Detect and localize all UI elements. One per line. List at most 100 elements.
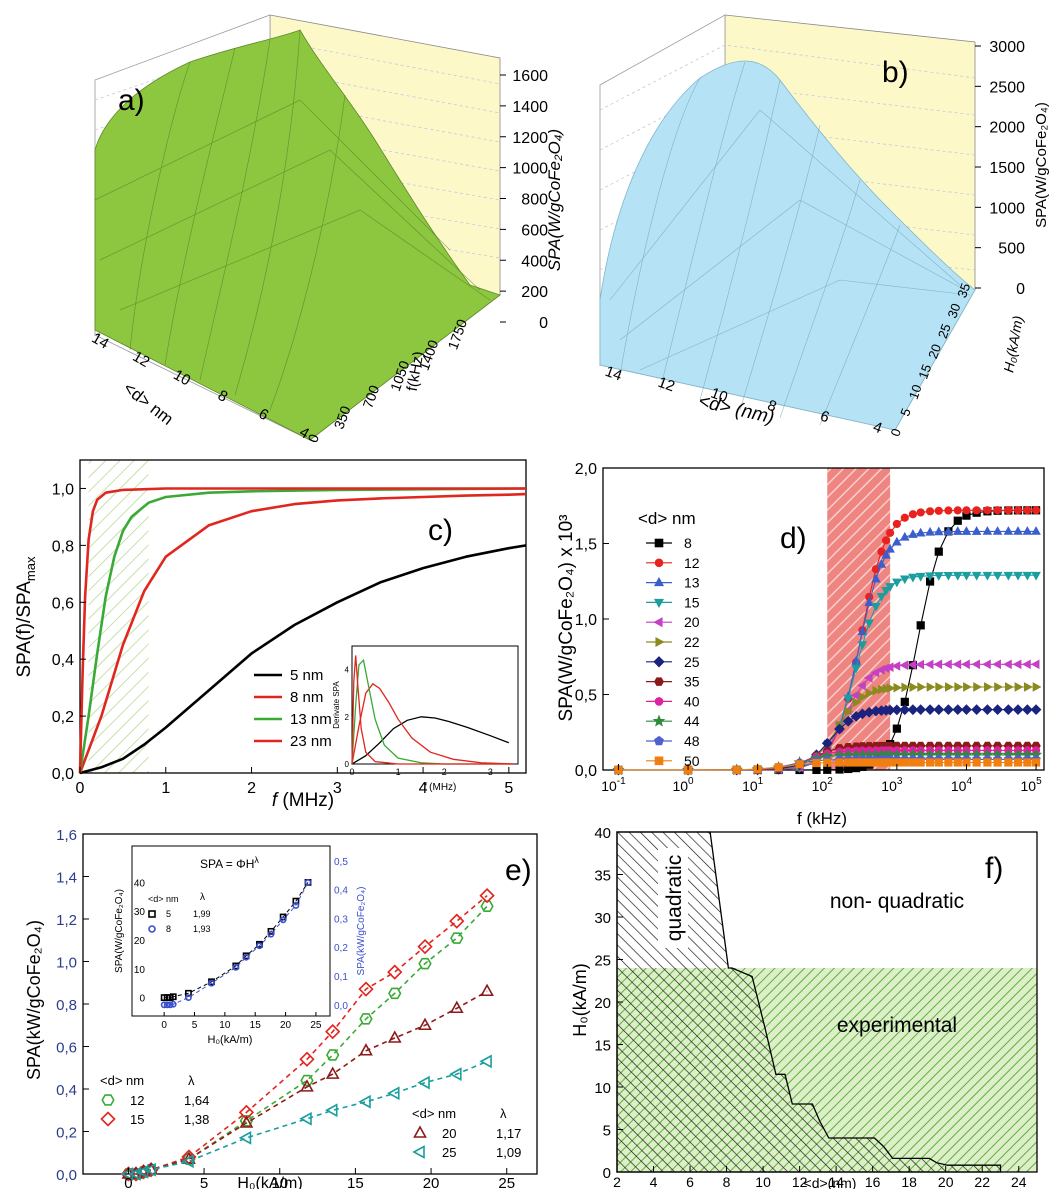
panel-e-legend-marker	[101, 1094, 115, 1106]
panel-d-legend: 8 12 13 15 20 22 25 35 40 44 48 50	[646, 535, 700, 769]
panel-d-data-point	[961, 526, 972, 535]
panel-e-inset-y-tick-label: 30	[134, 907, 146, 918]
panel-d-data-point	[892, 519, 901, 529]
panel-d-data-point	[915, 659, 925, 670]
panel-e-inset-y-tick-label-right: 0,0	[334, 1001, 348, 1012]
panel-a-z-tick-label: 600	[521, 222, 548, 239]
panel-b-y-tick-label: 30	[945, 301, 964, 320]
panel-d-data-point	[1023, 682, 1033, 692]
panel-f-x-tick-label: 14	[828, 1174, 844, 1189]
panel-d-data-point	[992, 526, 1003, 535]
panel-e-fit-line	[128, 990, 488, 1175]
panel-d-data-point	[1013, 571, 1023, 581]
panel-d-data-point	[878, 684, 887, 695]
panel-e-data-point	[359, 1013, 373, 1025]
panel-e-inset-y-tick-label: 10	[134, 965, 146, 976]
panel-d-data-point	[952, 704, 964, 715]
panel-e-data-point	[238, 1131, 252, 1145]
panel-d-x-tick-exponent: -1	[617, 776, 626, 787]
panel-e-legend-header: λ	[188, 1073, 195, 1088]
panel-d-data-point	[961, 704, 972, 715]
panel-e-inset-legend-marker	[148, 910, 156, 918]
panel-d-data-point	[876, 559, 887, 568]
panel-e-data-point	[479, 887, 495, 904]
panel-c-y-ticks: 0,0 0,2 0,4 0,6 0,8 1,0	[52, 481, 86, 783]
panel-e-data-point	[418, 957, 432, 970]
panel-d-data-point	[925, 507, 935, 516]
panel-e-inset-formula: SPA = ΦHλ	[200, 855, 259, 871]
panel-c-inset-line	[351, 655, 514, 765]
panel-b-z-ticks: 0 500 1000 1500 2000 2500 3000	[975, 39, 1025, 298]
panel-c-x-tick-label: 5	[504, 780, 513, 797]
panel-d-data-point	[943, 659, 952, 670]
panel-c-x-tick-label: 4	[419, 780, 428, 797]
panel-c-label: c)	[428, 514, 453, 547]
panel-a-y-tick-label: 350	[331, 404, 354, 432]
panel-e-data-point	[387, 1086, 400, 1101]
panel-e-inset-x-tick-label: 0	[161, 1020, 167, 1031]
panel-a-label: a)	[118, 84, 145, 117]
panel-c-inset-x-label-unit: (MHz)	[426, 782, 456, 793]
panel-d-legend-label: 40	[684, 693, 700, 709]
panel-d-data-point	[1004, 506, 1013, 515]
panel-e-data-point	[181, 1154, 194, 1169]
panel-c-y-label-sub: max	[23, 556, 38, 581]
panel-e-x-tick-label: 0	[124, 1175, 132, 1189]
panel-b-z-tick-label: 500	[998, 241, 1025, 258]
panel-d-legend-label: 20	[684, 614, 700, 630]
panel-d-data-point	[1003, 526, 1014, 535]
panel-e-inset-y-tick-label-right: 0,4	[334, 886, 348, 897]
panel-c-y-tick-label: 0,0	[52, 766, 74, 783]
panel-e-data-point	[417, 938, 433, 955]
panel-d-data-point	[952, 659, 962, 670]
panel-e-data-point	[449, 913, 465, 929]
panel-d-data-point	[953, 516, 962, 525]
panel-f-x-tick-label: 24	[1011, 1174, 1027, 1189]
panel-e-data-point	[358, 981, 374, 997]
panel-c-x-label: f (MHz)	[272, 790, 334, 811]
panel-e-inset-x-tick-label: 20	[280, 1020, 292, 1031]
panel-d-data-point	[915, 704, 927, 716]
panel-e-inset-data-point	[304, 879, 312, 886]
panel-e-data-point	[387, 1030, 402, 1043]
panel-e-legend-label: 20	[442, 1126, 456, 1141]
panel-f-quadratic-label-box: quadratic	[658, 848, 688, 948]
panel-d-data-point	[886, 528, 895, 537]
panel-e-inset-data-point	[232, 963, 240, 971]
panel-e-x-tick-label: 5	[200, 1175, 208, 1189]
panel-e-inset-data-point	[169, 1000, 177, 1008]
panel-a-z-tick-label: 800	[521, 192, 548, 209]
panel-d-data-point	[901, 682, 911, 693]
panel-e-y-tick-label: 1,2	[56, 912, 77, 929]
panel-e-data-point	[120, 1167, 134, 1181]
panel-e-inset-data-point	[169, 993, 177, 1001]
panel-d-data-point	[1030, 659, 1040, 670]
panel-e-inset-legend-value: 1,99	[193, 909, 211, 919]
panel-d-x-tick-exponent: 2	[827, 776, 833, 787]
panel-d-legend-label: 48	[684, 733, 700, 749]
panel-c-inset-y-tick-label: 0	[345, 760, 350, 769]
panel-d-data-point	[1021, 704, 1033, 715]
panel-d-legend-marker	[652, 714, 666, 727]
panel-f-y-tick-label: 25	[594, 953, 611, 970]
panel-e-data-point	[418, 1017, 432, 1031]
panel-e-data-point	[358, 1094, 371, 1109]
panel-d-legend-marker	[653, 617, 663, 628]
panel-d-data-point	[871, 573, 881, 583]
panel-e-legend-value: 1,38	[184, 1112, 209, 1127]
panel-e-y-tick-label: 0,8	[56, 997, 77, 1014]
panel-d-data-point	[982, 659, 991, 670]
panel-d-data-point	[961, 659, 970, 670]
panel-e-inset-data-point	[185, 989, 192, 997]
panel-e-inset-legend-label: 8	[166, 924, 171, 934]
panel-d-y-ticks: 0,0 0,5 1,0 1,5 2,0	[575, 461, 609, 780]
panel-f-x-tick-label: 12	[792, 1174, 808, 1189]
panel-d-data-point	[915, 527, 926, 537]
panel-e-data-point	[388, 987, 402, 1000]
panel-f-quadratic-label-bg	[658, 848, 688, 948]
panel-e-series	[120, 887, 495, 1182]
panel-e-inset-y-tick-label: 20	[134, 936, 146, 947]
panel-d-legend-marker	[653, 598, 665, 608]
panel-d-data-point	[864, 597, 874, 606]
panel-d-data-point	[952, 571, 963, 581]
